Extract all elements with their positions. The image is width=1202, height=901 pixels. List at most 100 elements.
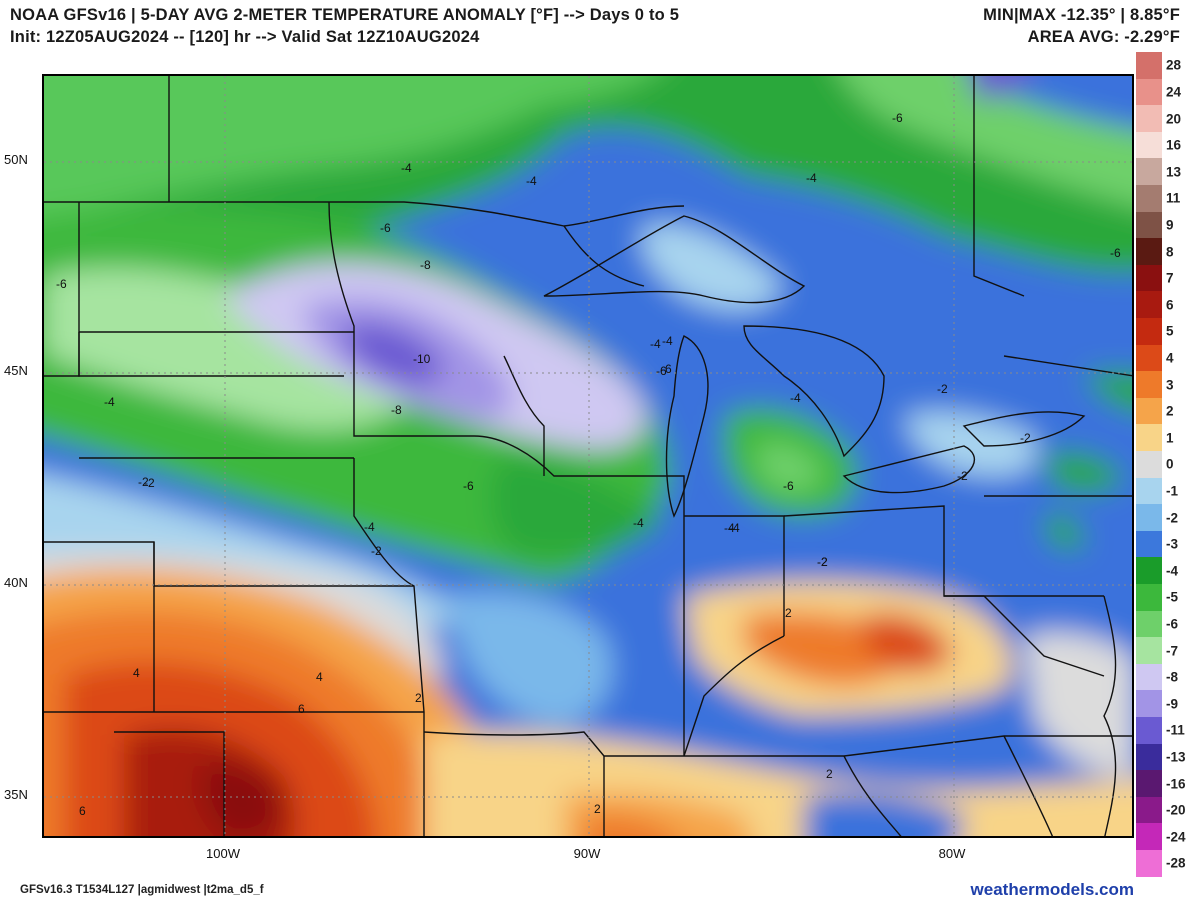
contour-label: -8 <box>391 403 402 417</box>
legend-swatch <box>1136 796 1162 824</box>
legend-swatch <box>1136 823 1162 851</box>
legend-swatch <box>1136 850 1162 878</box>
color-scale-legend: 28 24 20 16 13 11 9 8 7 6 5 4 3 2 1 0 -1 -2 -3 -4 -5 -6 -7 -8 -9… <box>1136 52 1200 882</box>
contour-label: -4 <box>790 391 801 405</box>
legend-swatch <box>1136 770 1162 798</box>
legend-label: -13 <box>1166 749 1186 765</box>
legend-swatch <box>1136 371 1162 399</box>
contour-label: -4 <box>364 520 375 534</box>
legend-swatch <box>1136 610 1162 638</box>
legend-swatch <box>1136 158 1162 186</box>
contour-label: -4 <box>526 174 537 188</box>
contour-label: -4 <box>729 521 740 535</box>
legend-label: -28 <box>1166 855 1186 871</box>
contour-label: -6 <box>1110 246 1121 260</box>
legend-swatch <box>1136 238 1162 266</box>
legend-label: -1 <box>1166 483 1179 499</box>
lat-label-50n: 50N <box>4 152 28 167</box>
contour-label: -2 <box>138 475 149 489</box>
legend-label: 3 <box>1166 377 1174 392</box>
contour-label: 2 <box>594 802 601 816</box>
legend-label: 0 <box>1166 456 1174 472</box>
contour-label: -4 <box>104 395 115 409</box>
legend-label: -16 <box>1166 776 1186 791</box>
legend-label: -5 <box>1166 589 1179 605</box>
legend-label: 7 <box>1166 270 1174 286</box>
map-subtitle-init: Init: 12Z05AUG2024 -- [120] hr --> Valid… <box>10 28 480 46</box>
contour-label: 6 <box>298 702 305 716</box>
source-watermark: weathermodels.com <box>970 880 1134 899</box>
legend-label: 4 <box>1166 350 1174 366</box>
contour-label: -10 <box>413 352 431 366</box>
contour-label: -6 <box>783 479 794 493</box>
contour-label: -4 <box>401 161 412 175</box>
contour-label: 2 <box>826 767 833 781</box>
contour-label: -2 <box>937 382 948 396</box>
lat-label-35n: 35N <box>4 787 28 802</box>
contour-label: -4 <box>662 334 673 348</box>
legend-swatch <box>1136 451 1162 479</box>
lon-label-100w: 100W <box>206 846 240 861</box>
legend-label: -11 <box>1166 722 1185 738</box>
contour-label: 4 <box>316 670 323 684</box>
legend-label: 6 <box>1166 297 1174 313</box>
contour-label: -2 <box>957 469 968 483</box>
legend-swatch <box>1136 78 1162 106</box>
contour-label: 6 <box>79 804 86 818</box>
contour-label: -8 <box>420 258 431 272</box>
legend-label: 8 <box>1166 244 1174 259</box>
legend-swatch <box>1136 530 1162 558</box>
min-max-readout: MIN|MAX -12.35° | 8.85°F <box>983 6 1180 24</box>
legend-swatch <box>1136 105 1162 133</box>
legend-swatch <box>1136 717 1162 745</box>
legend-label: 5 <box>1166 323 1174 339</box>
lat-label-45n: 45N <box>4 363 28 378</box>
lat-label-40n: 40N <box>4 575 28 590</box>
legend-swatch <box>1136 264 1162 292</box>
model-run-info: GFSv16.3 T1534L127 |agmidwest |t2ma_d5_f <box>20 884 264 896</box>
contour-label: 2 <box>785 606 792 620</box>
legend-label: -8 <box>1166 669 1179 685</box>
legend-swatch <box>1136 663 1162 691</box>
legend-swatch <box>1136 291 1162 319</box>
legend-label: 28 <box>1166 57 1182 73</box>
legend-label: -6 <box>1166 616 1179 632</box>
legend-label: 16 <box>1166 137 1182 153</box>
anomaly-map: -4 -4 -4 -6 -6 -6 -6 -8 -10 -8 -4 -6 -4 -2 -6 -4 -6 -4 -2-… <box>42 74 1134 838</box>
legend-label: -7 <box>1166 643 1179 658</box>
legend-label: 13 <box>1166 164 1182 180</box>
legend-label: 24 <box>1166 84 1182 100</box>
legend-label: 20 <box>1166 111 1182 126</box>
legend-swatch <box>1136 743 1162 771</box>
contour-label: -6 <box>380 221 391 235</box>
contour-label: -6 <box>661 362 672 376</box>
contour-label: -6 <box>463 479 474 493</box>
legend-swatch <box>1136 211 1162 239</box>
contour-label: -2 <box>144 476 155 490</box>
legend-swatch <box>1136 318 1162 346</box>
legend-swatch <box>1136 504 1162 532</box>
legend-swatch <box>1136 131 1162 159</box>
contour-label: -2 <box>1020 431 1031 445</box>
lon-label-80w: 80W <box>938 846 966 861</box>
contour-label: 2 <box>415 691 422 705</box>
legend-label: -4 <box>1166 563 1179 579</box>
contour-label: -6 <box>656 364 667 378</box>
legend-swatch <box>1136 52 1162 80</box>
legend-swatch <box>1136 690 1162 718</box>
legend-swatch <box>1136 584 1162 612</box>
legend-swatch <box>1136 344 1162 372</box>
contour-label: -2 <box>371 544 382 558</box>
lon-label-90w: 90W <box>573 846 601 861</box>
contour-label: -4 <box>806 171 817 185</box>
contour-label: -2 <box>817 555 828 569</box>
legend-swatch <box>1136 185 1162 213</box>
contour-label: -4 <box>724 521 735 535</box>
contour-label: -4 <box>633 516 644 530</box>
map-title: NOAA GFSv16 | 5-DAY AVG 2-METER TEMPERAT… <box>10 6 680 24</box>
legend-label: -20 <box>1166 802 1186 818</box>
legend-label: 11 <box>1166 190 1181 206</box>
legend-label: 9 <box>1166 217 1174 233</box>
legend-swatch <box>1136 637 1162 665</box>
contour-label: -4 <box>650 337 661 351</box>
